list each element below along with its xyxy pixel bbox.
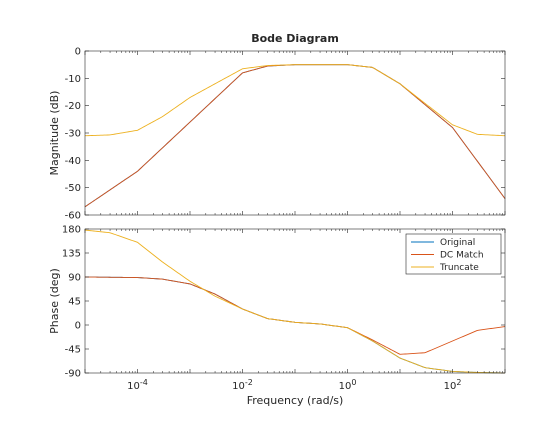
- phase-axis-label: Phase (deg): [48, 268, 61, 334]
- magnitude-axes: 0 -10 -20 -30 -40 -50 -60: [65, 47, 506, 222]
- magnitude-series-truncate: [84, 64, 506, 137]
- phase-ytick-label: 135: [62, 249, 81, 260]
- phase-ytick-label: 180: [62, 225, 81, 236]
- magnitude-axis-label: Magnitude (dB): [48, 91, 61, 176]
- phase-ytick-label: 0: [75, 321, 81, 332]
- legend: Original DC Match Truncate: [405, 233, 502, 275]
- legend-label-truncate: Truncate: [439, 263, 479, 273]
- magnitude-ytick-label: -50: [65, 183, 81, 194]
- plot-layer: 0 -10 -20 -30 -40 -50 -60 180 135 90 45 0 -45 -90 Orig…: [62, 47, 506, 392]
- magnitude-ytick-label: -60: [65, 211, 81, 222]
- magnitude-ytick-label: -40: [65, 156, 81, 167]
- x-tick-label: 10-4: [127, 378, 148, 392]
- phase-ytick-label: 90: [68, 273, 81, 284]
- phase-ytick-label: -90: [65, 369, 81, 380]
- magnitude-ytick-label: -10: [65, 74, 81, 85]
- chart-title: Bode Diagram: [251, 32, 339, 45]
- x-tick-label: 100: [339, 378, 357, 392]
- magnitude-ytick-label: -20: [65, 101, 81, 112]
- phase-ytick-label: -45: [65, 345, 81, 356]
- legend-label-dc-match: DC Match: [440, 251, 484, 261]
- phase-ytick-label: 45: [68, 297, 81, 308]
- legend-label-original: Original: [440, 238, 475, 248]
- magnitude-ytick-label: 0: [75, 47, 81, 58]
- phase-axes: 180 135 90 45 0 -45 -90 Original DC Match Truncat…: [62, 225, 506, 380]
- x-tick-label: 10-2: [232, 378, 253, 392]
- phase-series-truncate: [84, 229, 506, 374]
- magnitude-plot-background: [85, 51, 505, 215]
- magnitude-ytick-label: -30: [65, 129, 81, 140]
- x-tick-label: 102: [444, 378, 462, 392]
- x-axis-label: Frequency (rad/s): [247, 394, 344, 407]
